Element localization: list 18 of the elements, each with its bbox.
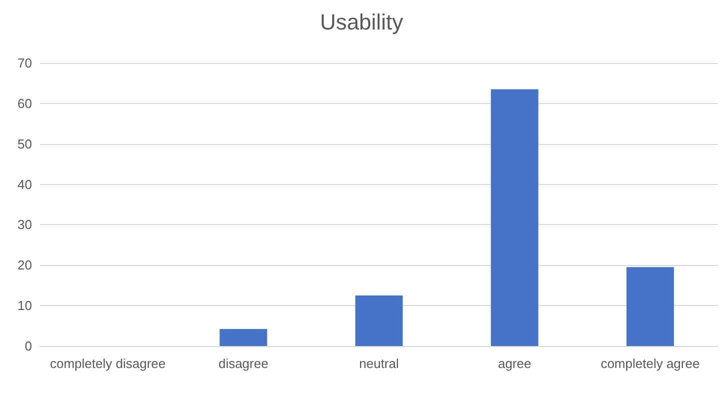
y-tick-label: 70 <box>18 56 32 70</box>
y-tick-label: 50 <box>18 136 32 152</box>
y-tick-label: 20 <box>18 258 32 273</box>
y-tick-label: 0 <box>24 338 32 354</box>
bar <box>490 89 538 346</box>
bar <box>355 295 403 346</box>
y-tick-label: 60 <box>18 96 32 111</box>
bar <box>220 329 268 346</box>
y-tick-label: 10 <box>18 298 32 314</box>
chart-title: Usability <box>320 10 404 34</box>
x-tick-label: neutral <box>359 356 399 371</box>
bar <box>626 267 674 346</box>
y-tick-label: 30 <box>18 217 32 232</box>
y-tick-label: 40 <box>18 176 32 192</box>
x-tick-label: agree <box>498 356 532 371</box>
x-tick-label: completely disagree <box>50 356 166 371</box>
x-tick-label: completely agree <box>600 356 700 371</box>
x-tick-label: disagree <box>218 356 268 371</box>
